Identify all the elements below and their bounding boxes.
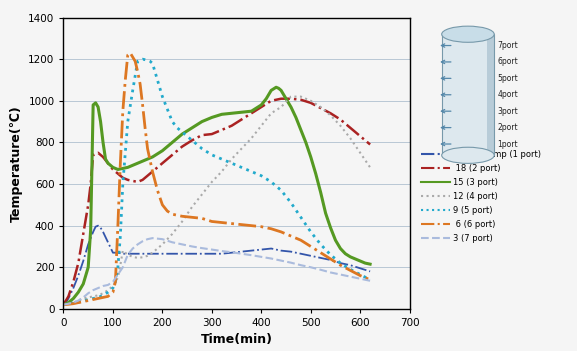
Bar [442,34,494,155]
Bar [486,34,494,155]
Text: 6port: 6port [497,58,518,66]
Ellipse shape [442,26,494,42]
Bar [442,34,494,155]
Text: 2port: 2port [497,123,518,132]
X-axis label: Time(min): Time(min) [201,333,272,346]
Ellipse shape [442,147,494,164]
Text: 7port: 7port [497,41,518,50]
Text: 5port: 5port [497,74,518,83]
Text: 3port: 3port [497,107,518,116]
Text: 4port: 4port [497,90,518,99]
Legend: Heater Temp (1 port),  18 (2 port), 15 (3 port), 12 (4 port), 9 (5 port),  6 (6 : Heater Temp (1 port), 18 (2 port), 15 (3… [421,150,541,243]
Text: 1port: 1port [497,139,518,148]
Y-axis label: Temperature(℃): Temperature(℃) [10,105,23,221]
